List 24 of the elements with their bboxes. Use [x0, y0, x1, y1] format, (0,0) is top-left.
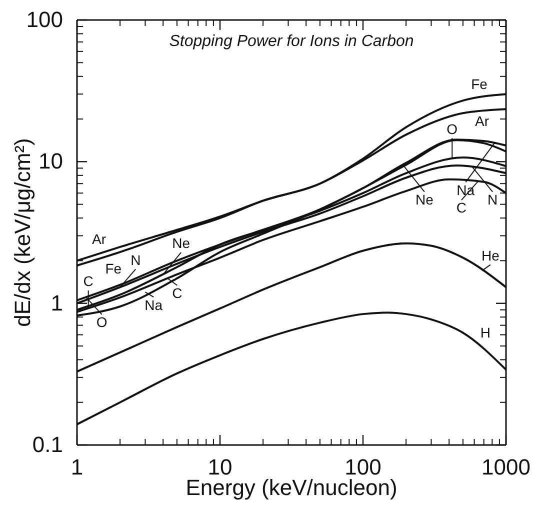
y-axis-title: dE/dx (keV/μg/cm²) — [10, 138, 35, 327]
annotation: O — [446, 120, 458, 137]
annotation: C — [172, 285, 182, 302]
y-tick-label: 0.1 — [32, 432, 63, 458]
y-tick-label: 100 — [26, 7, 63, 32]
y-tick-label: 10 — [38, 148, 63, 174]
annotation: Ne — [416, 192, 434, 208]
y-tick-label: 1 — [50, 290, 63, 316]
annotation: N — [130, 252, 141, 268]
annotation: Fe — [105, 260, 122, 276]
annotation: H — [480, 324, 491, 341]
annotation: Fe — [471, 76, 488, 92]
x-tick-label: 1 — [70, 454, 84, 480]
annotation: Ne — [172, 235, 190, 252]
annotation: Ar — [475, 113, 490, 130]
annotation: Ar — [92, 230, 106, 247]
text: Stopping Power for Ions in Carbon — [169, 33, 414, 50]
annotation: Na — [144, 296, 163, 313]
annotation: C — [456, 200, 467, 216]
annotation: C — [83, 273, 94, 290]
annotation: N — [488, 192, 498, 208]
annotation: He — [481, 247, 500, 264]
annotation: O — [96, 314, 108, 330]
x-tick-label: 1000 — [482, 454, 530, 480]
